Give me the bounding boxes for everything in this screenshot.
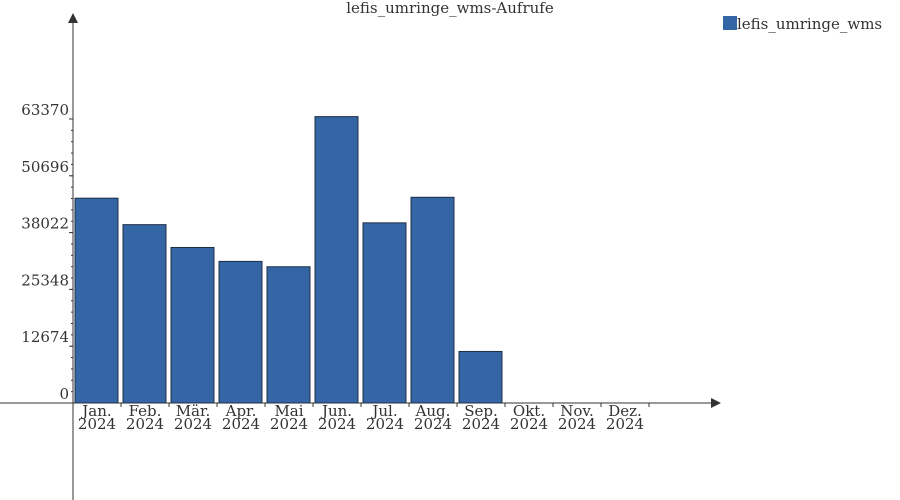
bar-jul [362, 222, 407, 404]
bar-apr [218, 260, 263, 404]
bar-jun [314, 116, 359, 404]
x-tick-label-year: 2024 [558, 415, 596, 433]
bar-mär [170, 246, 215, 404]
x-axis-ticks: Jan.2024Feb.2024Mär.2024Apr.2024Mai2024J… [78, 402, 650, 433]
chart-title: lefis_umringe_wms-Aufrufe [346, 0, 554, 17]
x-tick-label-month: Jan. [80, 402, 111, 420]
x-tick-label-month: Feb. [129, 402, 162, 420]
x-tick-label-month: Dez. [608, 402, 642, 420]
x-tick-label-year: 2024 [126, 415, 164, 433]
x-axis-arrow-icon [711, 398, 721, 408]
x-tick-label-month: Sep. [464, 402, 498, 420]
y-tick-label: 50696 [21, 158, 69, 176]
bar-aug [410, 196, 455, 404]
bar-sep [458, 350, 503, 404]
x-tick-label-year: 2024 [78, 415, 116, 433]
x-tick-label-year: 2024 [366, 415, 404, 433]
x-tick-label-month: Nov. [560, 402, 594, 420]
y-tick-label: 63370 [21, 101, 69, 119]
x-tick-label-month: Mai [274, 402, 303, 420]
x-tick-label-month: Aug. [415, 402, 451, 420]
bar-feb [122, 224, 167, 404]
legend-swatch [723, 16, 737, 30]
x-tick-label-year: 2024 [414, 415, 452, 433]
x-tick-label-year: 2024 [174, 415, 212, 433]
x-tick-label-month: Okt. [513, 402, 545, 420]
y-axis-arrow-icon [68, 13, 78, 23]
x-tick-label-year: 2024 [462, 415, 500, 433]
y-tick-label: 25348 [21, 271, 69, 289]
x-tick-label-year: 2024 [222, 415, 260, 433]
bar-series [74, 116, 503, 404]
x-tick-label-year: 2024 [606, 415, 644, 433]
x-tick-label-month: Jul. [370, 402, 397, 420]
legend-label: lefis_umringe_wms [737, 15, 882, 33]
y-tick-label: 0 [59, 385, 69, 403]
x-tick-label-year: 2024 [510, 415, 548, 433]
legend: lefis_umringe_wms [723, 15, 882, 33]
x-tick-label-year: 2024 [318, 415, 356, 433]
x-tick-label-month: Mär. [176, 402, 211, 420]
x-tick-label-year: 2024 [270, 415, 308, 433]
x-tick-label-month: Jun. [320, 402, 352, 420]
bar-mai [266, 266, 311, 404]
x-tick-label-month: Apr. [225, 402, 257, 420]
bar-jan [74, 197, 119, 404]
y-tick-label: 38022 [21, 215, 69, 233]
y-axis-ticks: 0 12674 25348 38022 50696 63370 [21, 101, 73, 404]
y-tick-label: 12674 [21, 328, 69, 346]
